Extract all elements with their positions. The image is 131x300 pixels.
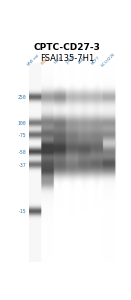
Text: MCF7: MCF7 <box>91 55 101 65</box>
Text: ·15: ·15 <box>18 209 26 214</box>
Text: 100: 100 <box>18 121 26 126</box>
FancyBboxPatch shape <box>29 64 116 262</box>
Text: FSAI135-7H1: FSAI135-7H1 <box>40 55 94 64</box>
Text: A549: A549 <box>78 55 88 65</box>
Text: CPTC-CD27-3: CPTC-CD27-3 <box>34 43 101 52</box>
Text: ·75: ·75 <box>18 133 26 138</box>
Text: ·37: ·37 <box>18 163 26 167</box>
Text: PBMC: PBMC <box>40 55 51 65</box>
Text: NCI-H226: NCI-H226 <box>100 52 116 68</box>
Text: 250: 250 <box>18 95 26 100</box>
Text: MW std: MW std <box>27 53 40 67</box>
Text: HeLa: HeLa <box>53 55 63 65</box>
Text: Jurkat: Jurkat <box>65 55 76 65</box>
Text: ·50: ·50 <box>18 150 26 154</box>
